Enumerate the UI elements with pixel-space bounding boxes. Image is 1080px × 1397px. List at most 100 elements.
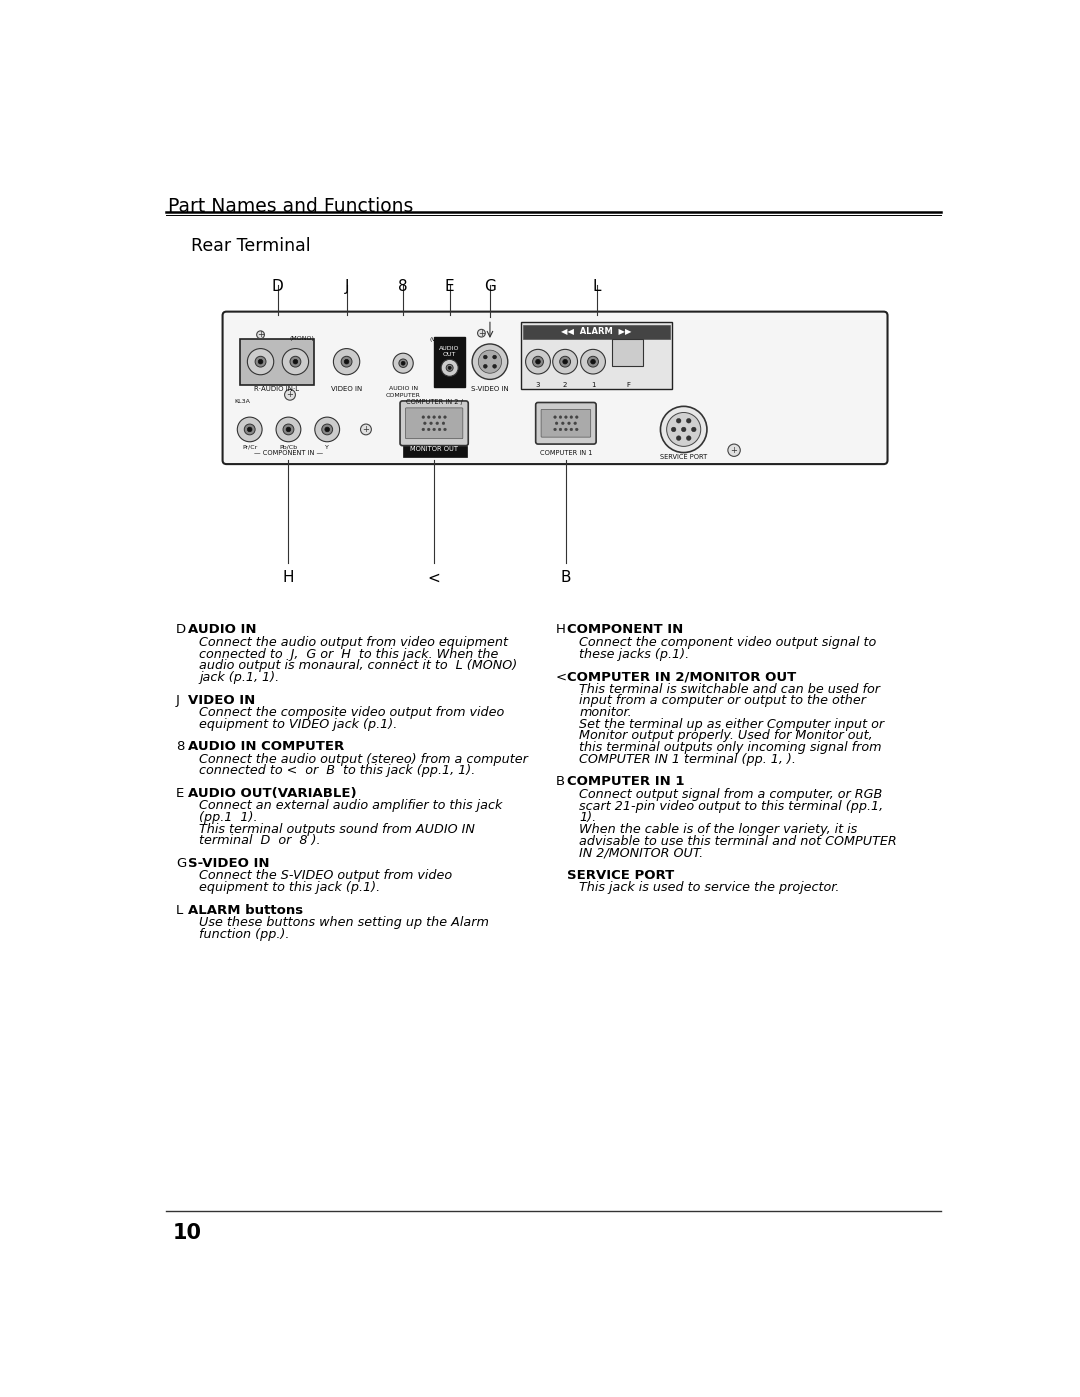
Text: ◀◀  ALARM  ▶▶: ◀◀ ALARM ▶▶ xyxy=(562,327,632,335)
Text: This terminal is switchable and can be used for: This terminal is switchable and can be u… xyxy=(579,683,880,696)
Text: connected to <  or  B  to this jack (pp.1, 1).: connected to < or B to this jack (pp.1, … xyxy=(200,764,475,777)
Circle shape xyxy=(676,419,681,423)
Text: B: B xyxy=(556,775,565,788)
Text: Use these buttons when setting up the Alarm: Use these buttons when setting up the Al… xyxy=(200,916,489,929)
Text: Connect an external audio amplifier to this jack: Connect an external audio amplifier to t… xyxy=(200,799,502,812)
Circle shape xyxy=(436,422,438,425)
Circle shape xyxy=(258,359,262,365)
Circle shape xyxy=(681,427,686,432)
Text: terminal  D  or  8 ).: terminal D or 8 ). xyxy=(200,834,321,848)
Text: COMPONENT IN: COMPONENT IN xyxy=(567,623,684,637)
Circle shape xyxy=(446,365,454,372)
Circle shape xyxy=(484,355,487,359)
Circle shape xyxy=(573,422,577,425)
Text: 8: 8 xyxy=(176,740,185,753)
Text: 10: 10 xyxy=(172,1222,201,1242)
Circle shape xyxy=(423,422,427,425)
Circle shape xyxy=(581,349,606,374)
Text: AUDIO OUT(VARIABLE): AUDIO OUT(VARIABLE) xyxy=(188,787,356,800)
Text: +: + xyxy=(257,330,264,339)
Text: <: < xyxy=(428,570,441,585)
Circle shape xyxy=(247,349,273,374)
Text: L: L xyxy=(176,904,184,916)
Circle shape xyxy=(345,359,349,365)
Circle shape xyxy=(559,356,570,367)
Text: F: F xyxy=(626,383,630,388)
Text: +: + xyxy=(363,425,369,434)
Bar xyxy=(612,338,644,366)
Text: G: G xyxy=(484,279,496,295)
Circle shape xyxy=(291,356,301,367)
Text: function (pp.).: function (pp.). xyxy=(200,928,289,940)
Text: AUDIO IN: AUDIO IN xyxy=(188,623,256,637)
Circle shape xyxy=(257,331,265,338)
Text: B: B xyxy=(561,570,571,585)
Bar xyxy=(521,321,672,390)
Circle shape xyxy=(532,356,543,367)
Text: Connect the audio output from video equipment: Connect the audio output from video equi… xyxy=(200,636,509,650)
Circle shape xyxy=(442,422,445,425)
Text: ALARM buttons: ALARM buttons xyxy=(188,904,302,916)
Circle shape xyxy=(433,416,435,419)
Circle shape xyxy=(325,427,329,432)
Text: advisable to use this terminal and not COMPUTER: advisable to use this terminal and not C… xyxy=(579,834,896,848)
Text: this terminal outputs only incoming signal from: this terminal outputs only incoming sign… xyxy=(579,742,881,754)
Text: (MONO): (MONO) xyxy=(289,337,314,341)
Circle shape xyxy=(576,416,578,419)
Text: S-VIDEO IN: S-VIDEO IN xyxy=(471,387,509,393)
Circle shape xyxy=(322,425,333,434)
Text: 8: 8 xyxy=(399,279,408,295)
Circle shape xyxy=(576,427,578,430)
Text: audio output is monaural, connect it to  L (MONO): audio output is monaural, connect it to … xyxy=(200,659,517,672)
Circle shape xyxy=(565,416,567,419)
FancyBboxPatch shape xyxy=(536,402,596,444)
Text: COMPUTER IN 1 terminal (pp. 1, ).: COMPUTER IN 1 terminal (pp. 1, ). xyxy=(579,753,796,766)
Text: KL3A: KL3A xyxy=(234,398,251,404)
Text: E: E xyxy=(176,787,185,800)
Circle shape xyxy=(255,356,266,367)
Circle shape xyxy=(472,344,508,380)
Circle shape xyxy=(314,418,339,441)
Text: Connect the component video output signal to: Connect the component video output signa… xyxy=(579,636,876,650)
Text: 2: 2 xyxy=(563,383,567,388)
Circle shape xyxy=(444,416,446,419)
Text: COMPUTER IN 1: COMPUTER IN 1 xyxy=(540,450,592,457)
Circle shape xyxy=(478,351,501,373)
Text: Y: Y xyxy=(325,444,329,450)
Circle shape xyxy=(559,427,562,430)
Text: +: + xyxy=(478,328,485,338)
Circle shape xyxy=(244,425,255,434)
Text: (VARIABLE): (VARIABLE) xyxy=(430,337,464,342)
Circle shape xyxy=(276,418,301,441)
Text: equipment to this jack (p.1).: equipment to this jack (p.1). xyxy=(200,882,380,894)
Circle shape xyxy=(282,349,309,374)
Circle shape xyxy=(591,359,595,365)
Text: H: H xyxy=(283,570,294,585)
Text: connected to  J,  G or  H  to this jack. When the: connected to J, G or H to this jack. Whe… xyxy=(200,648,499,661)
Text: E: E xyxy=(445,279,455,295)
Bar xyxy=(403,447,467,457)
Text: 3: 3 xyxy=(536,383,540,388)
Text: 1).: 1). xyxy=(579,812,596,824)
Circle shape xyxy=(293,359,298,365)
Circle shape xyxy=(555,422,558,425)
Circle shape xyxy=(492,355,497,359)
Text: AUDIO IN
COMPUTER: AUDIO IN COMPUTER xyxy=(386,387,420,398)
Circle shape xyxy=(559,416,562,419)
Text: — COMPONENT IN —: — COMPONENT IN — xyxy=(254,450,323,457)
Text: J: J xyxy=(345,279,349,295)
Text: (pp.1  1).: (pp.1 1). xyxy=(200,812,258,824)
Bar xyxy=(241,338,314,384)
Text: <: < xyxy=(556,671,567,683)
Text: VIDEO IN: VIDEO IN xyxy=(188,693,255,707)
Text: H: H xyxy=(556,623,566,637)
Bar xyxy=(524,324,670,338)
Text: scart 21-pin video output to this terminal (pp.1,: scart 21-pin video output to this termin… xyxy=(579,799,883,813)
Text: S-VIDEO IN: S-VIDEO IN xyxy=(188,856,269,870)
Text: G: G xyxy=(176,856,187,870)
Circle shape xyxy=(438,416,441,419)
Text: Rear Terminal: Rear Terminal xyxy=(191,237,310,254)
FancyBboxPatch shape xyxy=(400,401,469,446)
Text: Part Names and Functions: Part Names and Functions xyxy=(167,197,413,217)
Text: R·AUDIO IN·L: R·AUDIO IN·L xyxy=(254,387,299,393)
